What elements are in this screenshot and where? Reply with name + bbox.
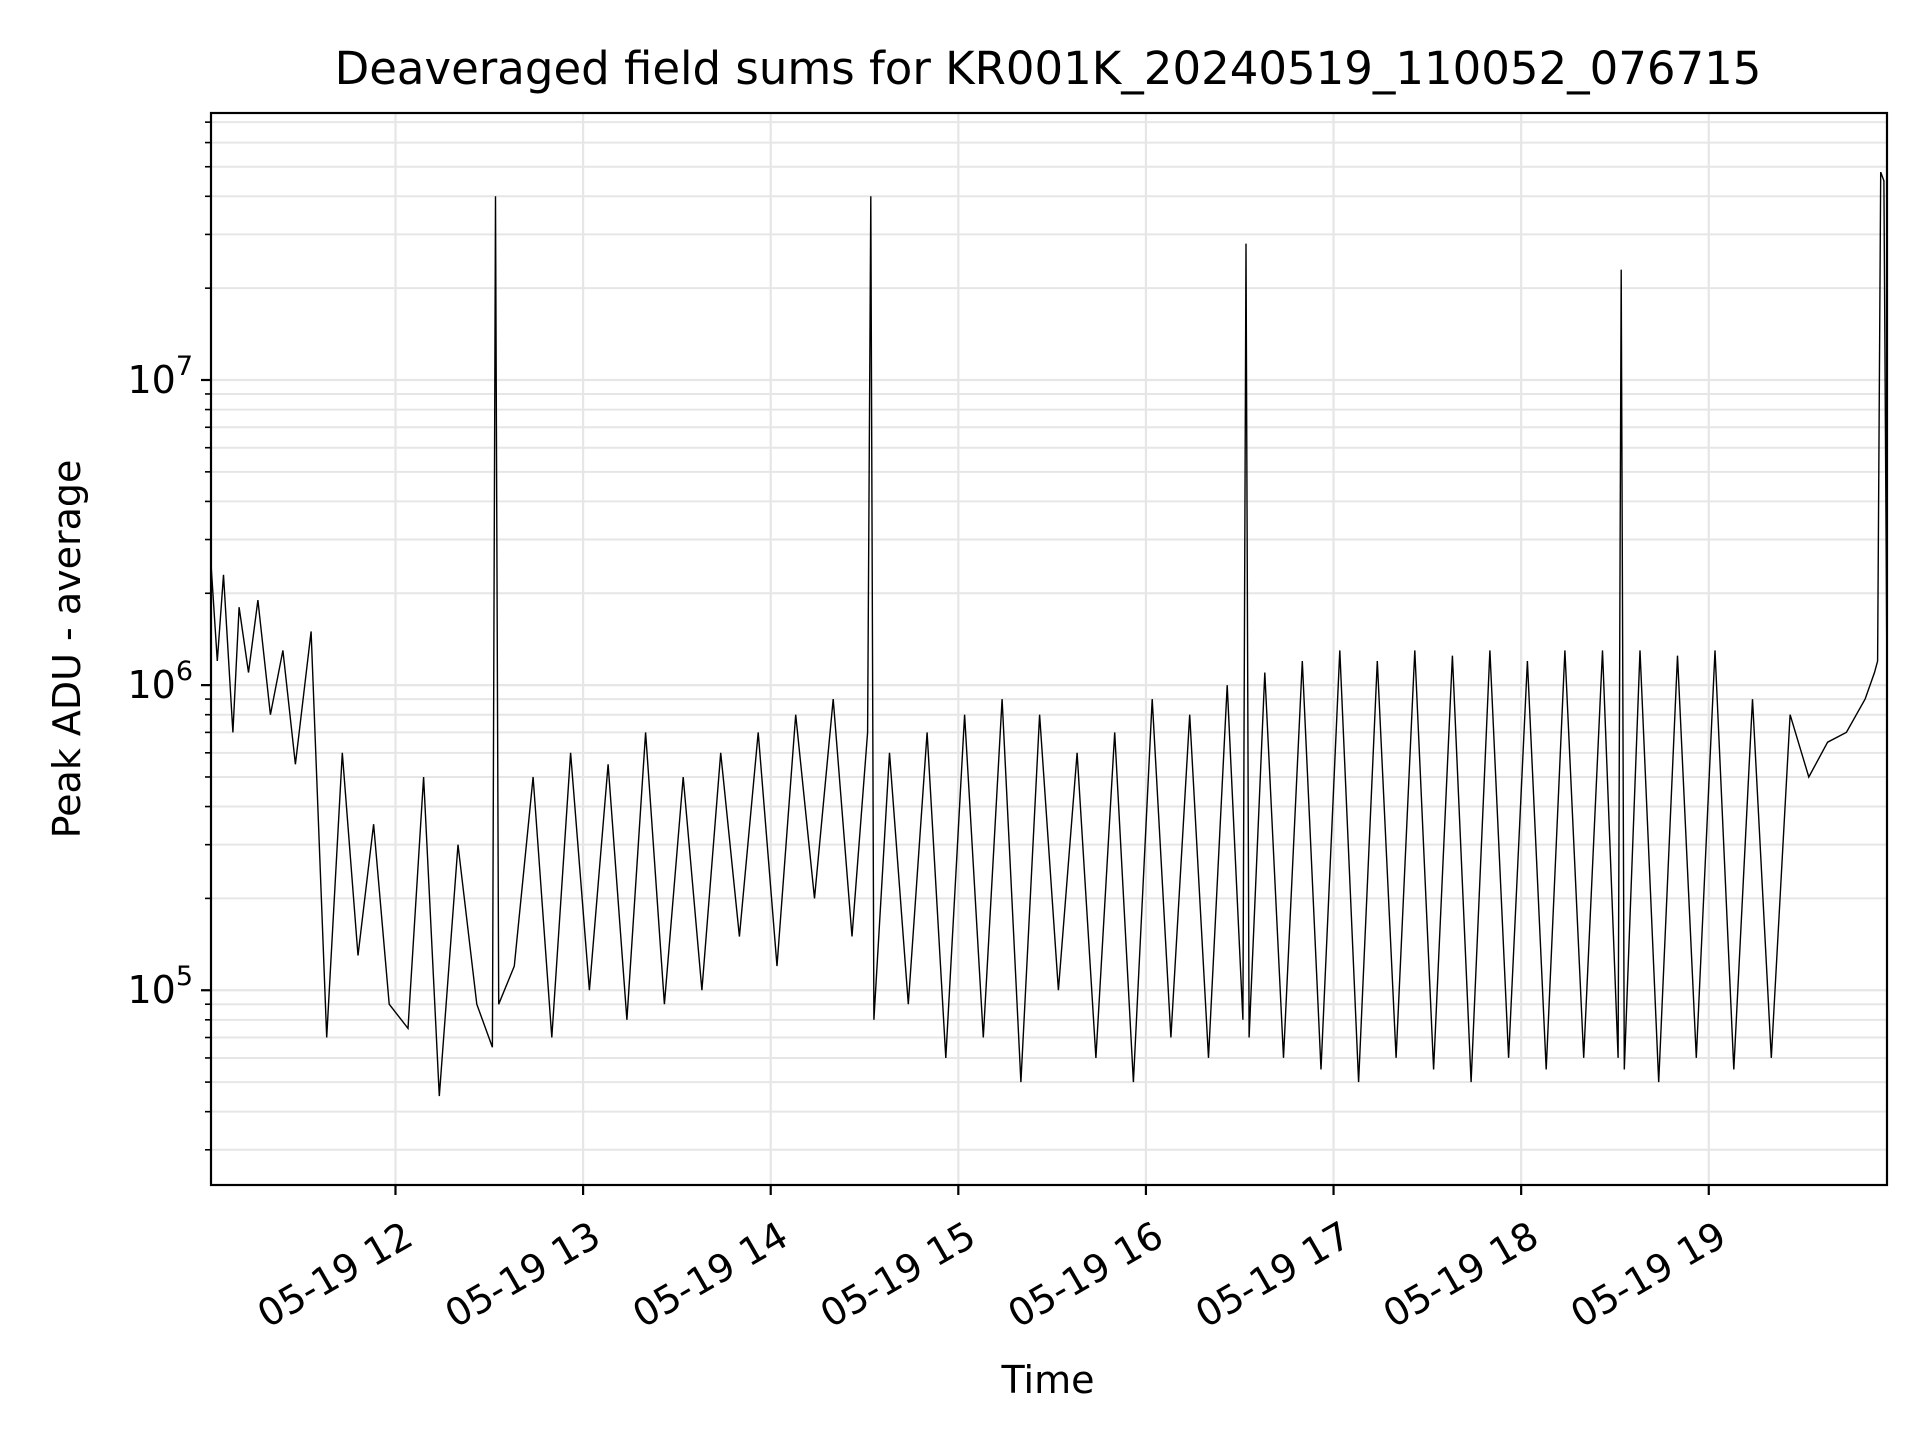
chart-title: Deaveraged field sums for KR001K_2024051… [335, 42, 1762, 95]
x-axis-label: Time [1001, 1358, 1095, 1402]
series-line [210, 171, 1888, 1097]
y-axis-label: Peak ADU - average [45, 460, 89, 839]
y-tick-label: 105 [127, 961, 193, 1012]
series-layer [210, 171, 1888, 1097]
y-tick-label: 106 [127, 656, 193, 707]
plot-area-frame [209, 111, 1889, 1187]
y-tick-label: 107 [127, 351, 193, 402]
y-axis: 105 106 107 [127, 121, 211, 1151]
